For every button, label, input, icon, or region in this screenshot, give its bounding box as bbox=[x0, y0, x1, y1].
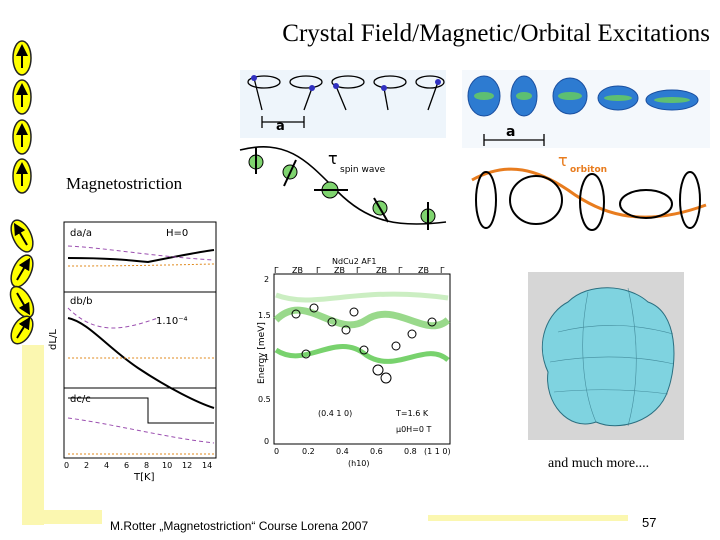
annotation: (0.4 1 0) bbox=[318, 409, 352, 418]
x-tick: 6 bbox=[124, 461, 129, 470]
up-arrow-icon bbox=[12, 158, 32, 194]
orbital-ellipsoids-illustration: a bbox=[462, 70, 710, 148]
y-tick: 0 bbox=[264, 437, 269, 446]
scale-label: 1.10⁻⁴ bbox=[156, 316, 188, 327]
annotation: T=1.6 K bbox=[395, 409, 429, 418]
zone-label: ZB bbox=[292, 266, 303, 275]
page-number: 57 bbox=[642, 515, 657, 530]
decorative-bar bbox=[22, 345, 44, 525]
y-axis-label: dL/L bbox=[48, 329, 59, 350]
zone-label: Γ bbox=[440, 266, 445, 275]
x-tick: 0.2 bbox=[302, 447, 315, 456]
up-arrow-icon bbox=[12, 119, 32, 155]
tilted-arrow-icon bbox=[10, 219, 34, 253]
x-tick: 0 bbox=[64, 461, 69, 470]
x-tick-labels: 0 2 4 6 8 10 12 14 bbox=[64, 461, 212, 470]
tau-symbol: τ bbox=[558, 151, 568, 170]
zone-label: ZB bbox=[334, 266, 345, 275]
x-tick: 12 bbox=[182, 461, 192, 470]
zone-label: Γ bbox=[398, 266, 403, 275]
panel-label: da/a bbox=[70, 228, 92, 239]
crystal-field-shape-render bbox=[528, 272, 684, 440]
section-heading: Magnetostriction bbox=[66, 174, 183, 193]
tau-subscript: orbiton bbox=[570, 165, 607, 175]
up-arrow-icon bbox=[12, 40, 32, 76]
orbiton-illustration: τ orbiton bbox=[471, 151, 707, 231]
x-axis-label: (h10) bbox=[348, 459, 370, 468]
y-tick: 1.5 bbox=[258, 311, 271, 320]
y-tick: 0.5 bbox=[258, 395, 271, 404]
zone-label: Γ bbox=[356, 266, 361, 275]
spin-precession-illustration: a bbox=[240, 70, 446, 138]
y-axis-label: Energy [meV] bbox=[257, 322, 267, 384]
footer-text: M.Rotter „Magnetostriction“ Course Loren… bbox=[110, 519, 369, 533]
x-tick: 14 bbox=[202, 461, 212, 470]
zone-label: ZB bbox=[376, 266, 387, 275]
tilted-arrow-icon bbox=[9, 285, 35, 319]
x-axis-label: T[K] bbox=[133, 472, 155, 483]
x-tick: 0.8 bbox=[404, 447, 417, 456]
x-tick: 0.6 bbox=[370, 447, 383, 456]
panel-label: dc/c bbox=[70, 394, 91, 405]
tilted-arrow-icon bbox=[10, 315, 34, 345]
lattice-constant-label: a bbox=[276, 119, 285, 134]
panel-label: db/b bbox=[70, 296, 92, 307]
x-tick: 8 bbox=[144, 461, 149, 470]
tau-subscript: spin wave bbox=[340, 165, 386, 175]
x-tick: 4 bbox=[104, 461, 109, 470]
x-tick: 0 bbox=[274, 447, 279, 456]
decorative-bar bbox=[22, 510, 102, 524]
annotation: (1 1 0) bbox=[424, 447, 451, 456]
up-arrow-icon bbox=[12, 79, 32, 115]
spin-wave-illustration: τ spin wave bbox=[239, 146, 447, 230]
decorative-bar bbox=[428, 515, 628, 521]
tilted-arrow-icon bbox=[10, 254, 34, 288]
plot-header: NdCu2 AF1 bbox=[332, 257, 377, 266]
y-tick: 1 bbox=[264, 353, 269, 362]
zone-label: ZB bbox=[418, 266, 429, 275]
zone-label: Γ bbox=[316, 266, 321, 275]
annotation: μ0H=0 T bbox=[396, 425, 432, 434]
y-tick: 2 bbox=[264, 275, 269, 284]
x-tick: 10 bbox=[162, 461, 172, 470]
strain-plot: dL/L da/a db/b dc/c H=0 1.10⁻⁴ 0 2 4 6 8… bbox=[48, 221, 217, 483]
x-tick: 0.4 bbox=[336, 447, 349, 456]
lattice-constant-label: a bbox=[506, 124, 515, 140]
x-tick: 2 bbox=[84, 461, 89, 470]
spin-arrows-illustration bbox=[9, 40, 35, 345]
tau-symbol: τ bbox=[328, 149, 338, 168]
more-text: and much more.... bbox=[548, 456, 650, 471]
dispersion-plot: NdCu2 AF1 Γ ZB Γ ZB Γ ZB Γ ZB Γ Energy [… bbox=[257, 257, 451, 468]
slide-title: Crystal Field/Magnetic/Orbital Excitatio… bbox=[282, 20, 710, 47]
field-label: H=0 bbox=[166, 228, 188, 239]
zone-label: Γ bbox=[274, 266, 279, 275]
